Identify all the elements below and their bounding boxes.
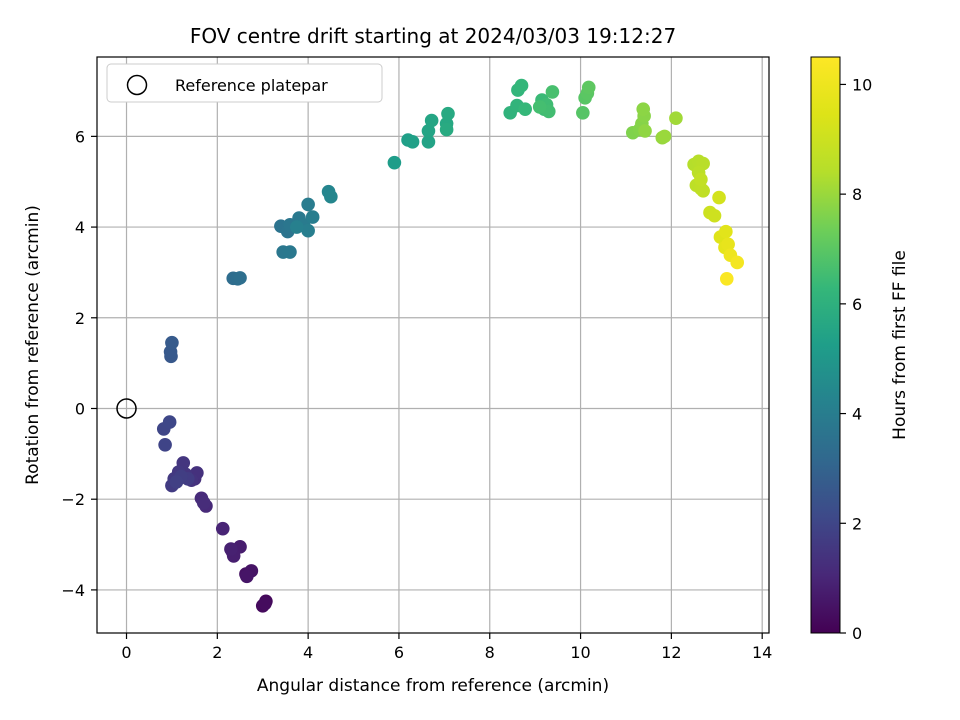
plot-area: 0 2 4 6 8 10 12 14 −4 −2 0 2 4 6 xyxy=(61,56,772,662)
scatter-point xyxy=(669,111,683,126)
scatter-points xyxy=(156,78,745,613)
scatter-point xyxy=(301,223,315,238)
y-tick-label: −4 xyxy=(61,581,85,600)
scatter-point xyxy=(545,85,560,99)
x-tick-label: 0 xyxy=(121,643,131,662)
scatter-point xyxy=(532,100,547,114)
x-tick-label: 14 xyxy=(752,643,772,662)
scatter-point xyxy=(424,113,439,128)
colorbar: 0 2 4 6 8 10 Hours from first FF file xyxy=(810,56,910,643)
scatter-point xyxy=(730,255,745,270)
scatter-point xyxy=(696,183,710,198)
plot-frame xyxy=(96,56,770,634)
scatter-point xyxy=(215,521,230,536)
colorbar-tick-label: 8 xyxy=(852,185,862,204)
scatter-point xyxy=(439,122,454,137)
scatter-point xyxy=(581,80,596,95)
scatter-point xyxy=(240,569,254,584)
x-axis-ticks: 0 2 4 6 8 10 12 14 xyxy=(121,633,772,662)
colorbar-ticks: 0 2 4 6 8 10 xyxy=(840,75,872,643)
x-tick-label: 8 xyxy=(485,643,495,662)
legend-box xyxy=(106,63,383,103)
scatter-point xyxy=(301,197,315,212)
colorbar-tick-label: 4 xyxy=(852,405,862,424)
scatter-point xyxy=(289,220,304,234)
scatter-point xyxy=(441,106,455,121)
scatter-point xyxy=(694,172,708,187)
x-tick-label: 6 xyxy=(394,643,404,662)
colorbar-gradient xyxy=(810,56,841,634)
legend: Reference platepar xyxy=(106,63,383,103)
scatter-point xyxy=(283,245,297,259)
y-tick-label: 2 xyxy=(75,309,85,328)
scatter-point xyxy=(514,78,529,93)
scatter-point xyxy=(576,105,590,120)
x-tick-label: 2 xyxy=(212,643,222,662)
x-axis-label: Angular distance from reference (arcmin) xyxy=(257,676,609,696)
chart-title: FOV centre drift starting at 2024/03/03 … xyxy=(190,24,676,48)
y-tick-label: 6 xyxy=(75,127,85,146)
colorbar-tick-label: 2 xyxy=(852,514,862,533)
x-tick-label: 4 xyxy=(303,643,313,662)
colorbar-tick-label: 10 xyxy=(852,75,872,94)
legend-entry-reference-platepar: Reference platepar xyxy=(175,76,328,95)
scatter-point xyxy=(421,135,436,149)
scatter-point xyxy=(405,135,420,149)
colorbar-tick-label: 0 xyxy=(852,624,862,643)
scatter-point xyxy=(258,596,272,611)
y-tick-label: −2 xyxy=(61,490,85,509)
plot-frame-background xyxy=(97,57,769,633)
scatter-point xyxy=(165,335,179,350)
y-axis-label: Rotation from reference (arcmin) xyxy=(23,205,43,485)
scatter-point xyxy=(721,237,735,252)
scatter-point xyxy=(707,208,722,223)
reference-platepar-marker xyxy=(116,398,137,419)
grid xyxy=(97,57,769,633)
y-tick-label: 0 xyxy=(75,399,85,418)
scatter-point xyxy=(638,124,652,138)
colorbar-tick-label: 6 xyxy=(852,295,862,314)
scatter-point xyxy=(719,224,733,239)
scatter-point xyxy=(636,102,651,116)
scatter-point xyxy=(719,271,734,286)
y-axis-ticks: −4 −2 0 2 4 6 xyxy=(61,127,97,600)
scatter-point xyxy=(421,124,436,138)
scatter-point xyxy=(158,437,172,452)
scatter-point xyxy=(224,542,238,556)
scatter-point xyxy=(305,210,320,224)
scatter-point xyxy=(712,190,726,205)
scatter-point xyxy=(518,102,532,116)
colorbar-label: Hours from first FF file xyxy=(890,250,910,440)
scatter-point xyxy=(196,496,211,510)
scatter-point xyxy=(169,475,184,489)
scatter-point xyxy=(387,155,402,170)
x-tick-label: 12 xyxy=(661,643,681,662)
y-tick-label: 4 xyxy=(75,218,85,237)
scatter-point xyxy=(657,129,672,144)
scatter-point xyxy=(233,271,247,285)
x-tick-label: 10 xyxy=(570,643,590,662)
legend-reference-marker xyxy=(126,74,148,96)
scatter-point xyxy=(324,189,338,204)
scatter-point xyxy=(162,415,177,429)
